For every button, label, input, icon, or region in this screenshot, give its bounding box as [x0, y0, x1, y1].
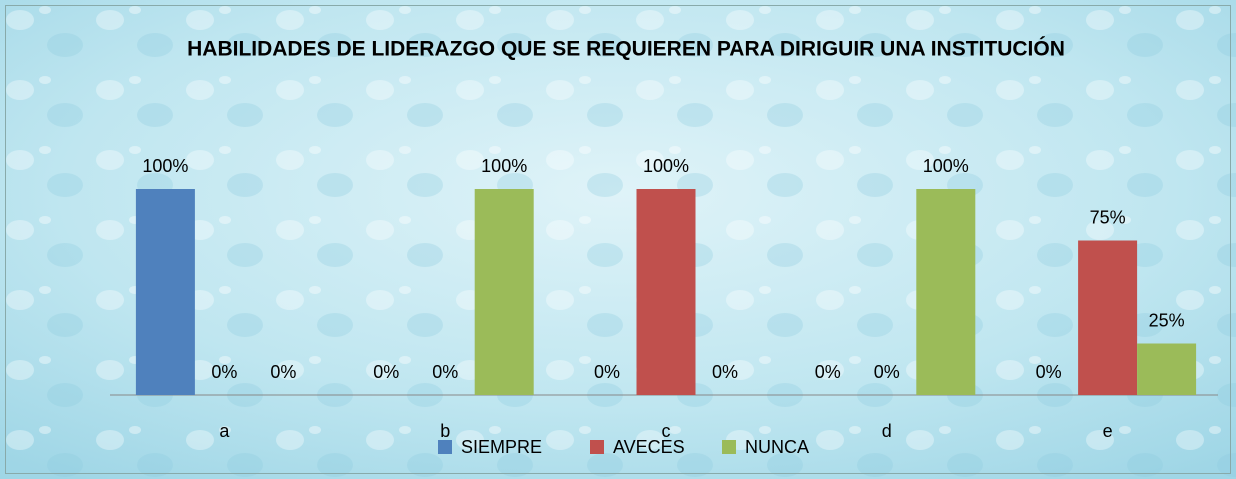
bar — [1137, 343, 1197, 395]
data-label: 0% — [874, 362, 900, 382]
bar — [474, 189, 534, 395]
legend-swatch — [590, 440, 604, 454]
chart-border — [5, 5, 1231, 474]
data-label: 100% — [643, 156, 689, 176]
legend-label: NUNCA — [745, 437, 809, 457]
data-label: 75% — [1090, 207, 1126, 227]
bar — [1078, 240, 1138, 395]
chart-title: HABILIDADES DE LIDERAZGO QUE SE REQUIERE… — [187, 37, 1065, 61]
data-label: 0% — [270, 362, 296, 382]
x-tick-label: e — [1103, 421, 1113, 441]
x-tick-label: c — [662, 421, 671, 441]
x-tick-label: d — [882, 421, 892, 441]
legend-label: AVECES — [613, 437, 685, 457]
data-label: 0% — [712, 362, 738, 382]
data-label: 100% — [142, 156, 188, 176]
data-label: 0% — [211, 362, 237, 382]
data-label: 0% — [594, 362, 620, 382]
data-label: 0% — [373, 362, 399, 382]
x-tick-label: b — [440, 421, 450, 441]
bar — [135, 189, 195, 395]
data-label: 25% — [1149, 310, 1185, 330]
data-label: 0% — [815, 362, 841, 382]
x-tick-label: a — [219, 421, 230, 441]
data-label: 0% — [432, 362, 458, 382]
legend-swatch — [438, 440, 452, 454]
data-label: 0% — [1036, 362, 1062, 382]
data-label: 100% — [481, 156, 527, 176]
data-label: 100% — [923, 156, 969, 176]
legend-swatch — [722, 440, 736, 454]
legend-label: SIEMPRE — [461, 437, 542, 457]
bar — [916, 189, 976, 395]
bar — [636, 189, 696, 395]
